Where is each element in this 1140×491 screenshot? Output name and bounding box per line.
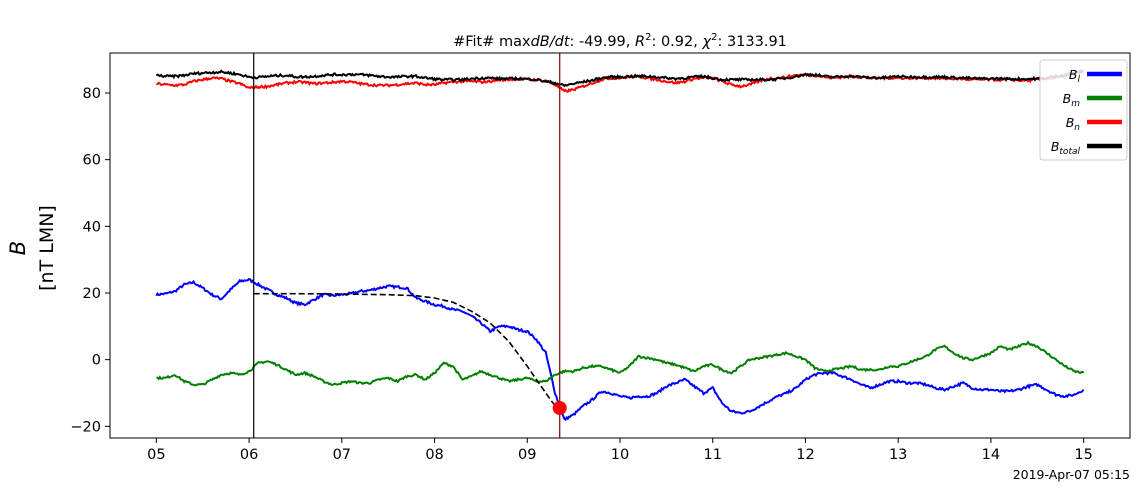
x-tick-label: 11 <box>704 447 722 463</box>
title-sep-2: , <box>626 34 635 50</box>
legend-label-B_l: Bl <box>1069 67 1081 85</box>
title-r2-value: 0.92 <box>661 34 693 50</box>
title-dbdt-label: dB/dt <box>531 34 571 50</box>
fit-minimum-marker <box>552 401 567 415</box>
title-r2-label: R <box>635 34 645 50</box>
y-axis-label-line1: B <box>6 241 30 255</box>
title-sep-4: , <box>693 34 702 50</box>
x-tick-label: 13 <box>889 447 907 463</box>
x-tick-label: 06 <box>240 447 258 463</box>
x-tick-label: 08 <box>425 447 443 463</box>
legend-label-B_total: Btotal <box>1051 139 1081 157</box>
title-sep-5: : <box>717 34 727 50</box>
title-chi-value: 3133.91 <box>727 34 787 50</box>
series-line-B_l <box>155 277 1085 422</box>
legend: Bl Bm Bn Btotal <box>1039 59 1128 161</box>
y-tick-label: −20 <box>70 419 101 435</box>
axes: 05 06 07 08 09 10 11 12 13 14 15 −20 0 20 40 60 80 <box>70 52 1131 463</box>
chart-title: #Fit# maxdB/dt: -49.99, R2: 0.92, χ2: 31… <box>453 32 787 50</box>
x-tick-label: 12 <box>796 447 814 463</box>
y-tick-label: 40 <box>83 219 101 235</box>
series-line-B_n <box>156 69 1085 93</box>
title-sep-1: : <box>570 34 580 50</box>
axes-frame <box>109 52 1131 439</box>
y-axis-label-line2: [nT LMN] <box>36 205 58 291</box>
y-tick-label: 20 <box>83 286 101 302</box>
title-chi-exp: 2 <box>711 32 717 43</box>
legend-label-B_m: Bm <box>1063 91 1081 109</box>
y-tick-label: 80 <box>83 86 101 102</box>
plot-area <box>155 53 1085 438</box>
x-tick-label: 07 <box>333 447 351 463</box>
x-tick-label: 10 <box>611 447 629 463</box>
y-tick-label: 0 <box>92 353 101 369</box>
x-tick-label: 15 <box>1074 447 1092 463</box>
y-tick-label: 60 <box>83 153 101 169</box>
legend-box <box>1039 59 1128 161</box>
title-sep-3: : <box>651 34 661 50</box>
title-chi-label: χ <box>701 34 712 50</box>
series-line-B_m <box>156 340 1085 387</box>
x-tick-label: 05 <box>147 447 165 463</box>
title-r2-exp: 2 <box>645 32 651 43</box>
x-axis-date-note: 2019-Apr-07 05:15 <box>1013 467 1130 482</box>
fit-curve <box>253 292 561 409</box>
series-line-B_total <box>155 69 1085 88</box>
x-tick-label: 14 <box>982 447 1000 463</box>
x-tick-label: 09 <box>518 447 536 463</box>
title-prefix: #Fit# max <box>453 34 531 50</box>
legend-label-B_n: Bn <box>1066 115 1081 133</box>
title-dbdt-value: -49.99 <box>579 34 626 50</box>
